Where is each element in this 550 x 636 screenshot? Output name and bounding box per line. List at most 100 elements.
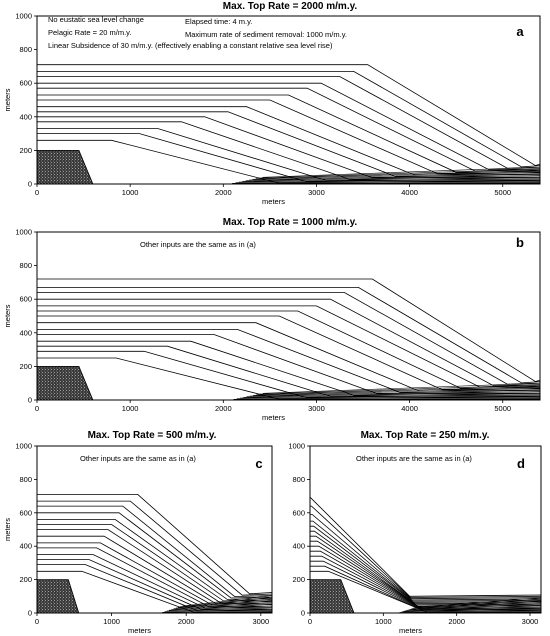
basin-floor-line-5 xyxy=(246,391,541,397)
y-tick-label: 600 xyxy=(292,508,305,517)
basin-floor-line-3 xyxy=(166,607,273,612)
annotation: Other inputs are the same as in (a) xyxy=(356,454,472,463)
timeline-3 xyxy=(37,559,273,610)
timeline-8 xyxy=(37,529,273,603)
x-tick-label: 1000 xyxy=(375,617,392,626)
basin-floor-line-7 xyxy=(411,602,542,609)
basin-floor-line-6 xyxy=(409,603,542,610)
timeline-4 xyxy=(37,340,541,396)
timeline-2 xyxy=(37,350,541,399)
timeline-10 xyxy=(37,305,541,388)
panel-label: c xyxy=(255,456,262,471)
y-axis-label: meters xyxy=(3,88,12,111)
basin-floor-line-8 xyxy=(413,600,542,609)
timeline-11 xyxy=(37,512,273,599)
timeline-12 xyxy=(37,76,541,169)
timeline-12 xyxy=(37,505,273,598)
timeline-14 xyxy=(37,278,541,382)
timeline-2 xyxy=(37,133,541,183)
chart-panel-a: Max. Top Rate = 2000 m/m.y. a 0 200 400 600 80… xyxy=(3,1,541,206)
x-tick-label: 5000 xyxy=(494,188,511,197)
basin-floor-line-9 xyxy=(259,384,541,395)
x-tick-label: 3000 xyxy=(308,404,325,413)
x-axis-label: meters xyxy=(128,626,151,635)
basin-floor-line-8 xyxy=(177,598,273,608)
basin-floor-line-7 xyxy=(252,171,541,180)
y-tick-label: 1000 xyxy=(15,228,32,237)
basin-floor-line-8 xyxy=(256,386,541,395)
y-tick-label: 800 xyxy=(19,475,32,484)
timeline-14 xyxy=(310,497,542,597)
x-tick-label: 3000 xyxy=(252,617,269,626)
y-tick-label: 600 xyxy=(19,79,32,88)
x-tick-label: 0 xyxy=(308,617,312,626)
annotation: No eustatic sea level change xyxy=(48,15,144,24)
basement-block xyxy=(309,579,355,614)
chart-title: Max. Top Rate = 2000 m/m.y. xyxy=(223,1,358,12)
basin-floor-line-9 xyxy=(180,597,273,607)
y-tick-label: 200 xyxy=(292,575,305,584)
timeline-13 xyxy=(37,287,541,384)
timeline-10 xyxy=(37,519,273,600)
y-tick-label: 200 xyxy=(19,575,32,584)
chart-panel-c: Max. Top Rate = 500 m/m.y. c 0 200 400 600 800… xyxy=(3,430,273,635)
y-tick-label: 800 xyxy=(19,45,32,54)
timeline-6 xyxy=(310,545,542,607)
x-tick-label: 0 xyxy=(35,617,39,626)
y-axis-label: meters xyxy=(3,518,12,541)
timeline-5 xyxy=(37,116,541,179)
basin-floor-line-8 xyxy=(255,170,541,179)
x-tick-label: 1000 xyxy=(122,404,139,413)
timeline-5 xyxy=(310,550,542,608)
plot-frame xyxy=(36,231,541,401)
chart-title: Max. Top Rate = 500 m/m.y. xyxy=(88,430,217,441)
basement-block xyxy=(36,366,94,401)
x-tick-label: 2000 xyxy=(215,404,232,413)
timeline-5 xyxy=(37,334,541,395)
annotation: Elapsed time: 4 m.y. xyxy=(185,17,252,26)
basin-floor-line-4 xyxy=(405,606,542,611)
chart-panel-b: Max. Top Rate = 1000 m/m.y. b 0 200 400 600 80… xyxy=(3,217,541,422)
x-tick-label: 3000 xyxy=(522,617,539,626)
timeline-8 xyxy=(37,99,541,175)
timeline-1 xyxy=(37,139,540,184)
timeline-13 xyxy=(37,500,273,596)
x-axis-label: meters xyxy=(262,413,285,422)
timeline-6 xyxy=(37,542,273,606)
basin-floor-line-2 xyxy=(235,180,541,183)
panel-label: a xyxy=(516,24,524,39)
y-tick-label: 600 xyxy=(19,508,32,517)
basin-floor-line-10 xyxy=(262,382,541,394)
panel-label: d xyxy=(517,456,525,471)
timeline-1 xyxy=(37,570,272,613)
chart-title: Max. Top Rate = 250 m/m.y. xyxy=(361,430,490,441)
timeline-2 xyxy=(37,564,273,612)
timeline-10 xyxy=(310,525,542,602)
basin-floor-line-5 xyxy=(171,604,273,610)
timeline-1 xyxy=(310,570,541,613)
timeline-9 xyxy=(37,524,273,602)
annotation: Linear Subsidence of 30 m/m.y. (effectiv… xyxy=(48,41,333,50)
basin-floor-line-9 xyxy=(415,599,542,608)
basin-floor-line-10 xyxy=(182,595,273,607)
basin-floor-line-6 xyxy=(173,602,273,610)
plot-frame xyxy=(36,445,273,614)
x-tick-label: 3000 xyxy=(308,188,325,197)
timeline-1 xyxy=(37,357,540,400)
basin-floor-line-10 xyxy=(262,166,541,178)
y-tick-label: 400 xyxy=(19,542,32,551)
timeline-11 xyxy=(310,520,542,601)
timeline-5 xyxy=(37,547,273,607)
y-tick-label: 200 xyxy=(19,146,32,155)
timeline-11 xyxy=(37,298,541,387)
x-tick-label: 2000 xyxy=(215,188,232,197)
chart-panel-d: Max. Top Rate = 250 m/m.y. d 0 200 400 600 800… xyxy=(288,430,542,635)
y-tick-label: 400 xyxy=(292,542,305,551)
y-tick-label: 1000 xyxy=(288,442,305,451)
basin-floor-line-6 xyxy=(249,389,541,397)
basin-floor-line-4 xyxy=(242,177,541,182)
basement-block xyxy=(36,579,80,614)
timeline-6 xyxy=(37,111,541,177)
y-tick-label: 0 xyxy=(301,609,305,618)
